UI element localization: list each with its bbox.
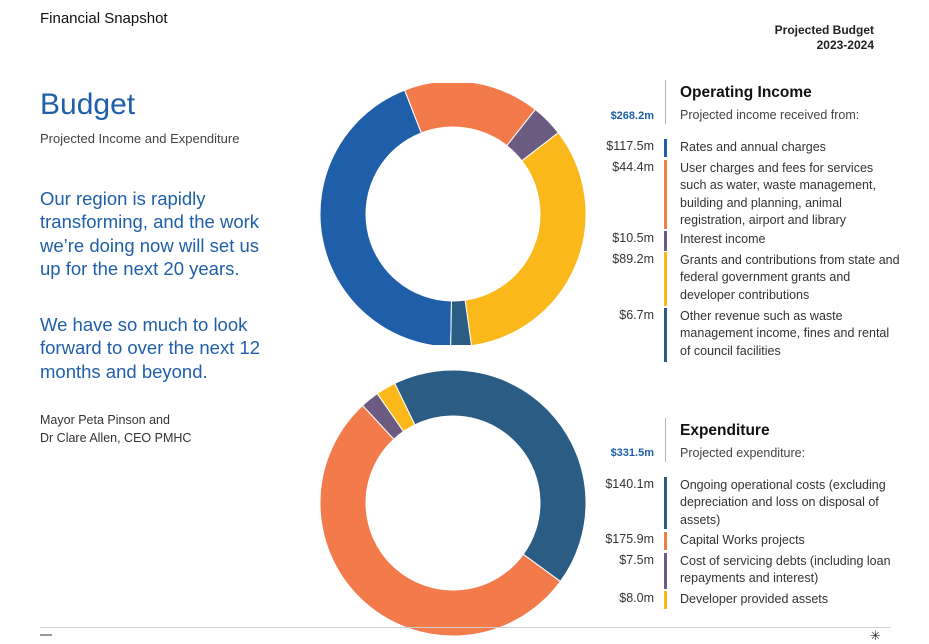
income-title: Operating Income xyxy=(680,84,812,101)
expenditure-divider xyxy=(665,418,666,462)
expenditure-amount: $8.0m xyxy=(619,591,654,605)
income-amount: $89.2m xyxy=(612,252,654,266)
expenditure-donut-slice-1 xyxy=(394,369,587,583)
expenditure-donut-chart xyxy=(319,369,587,637)
footer-mark xyxy=(40,634,52,636)
expenditure-subtitle: Projected expenditure: xyxy=(680,446,806,460)
footer-rule xyxy=(40,627,890,628)
income-color-bar xyxy=(664,139,667,157)
income-color-bar xyxy=(664,308,667,362)
expenditure-desc: Capital Works projects xyxy=(680,533,805,547)
income-desc: User charges and fees for services such … xyxy=(680,161,876,227)
expenditure-row: $175.9m Capital Works projects xyxy=(590,532,910,550)
header-title: Financial Snapshot xyxy=(40,10,168,27)
income-donut-slice-4 xyxy=(464,132,587,345)
expenditure-donut-slice-2 xyxy=(319,404,562,637)
expenditure-amount: $140.1m xyxy=(605,477,654,491)
income-donut-slice-1 xyxy=(319,89,452,345)
expenditure-title: Expenditure xyxy=(680,422,770,439)
expenditure-donut-slice-4 xyxy=(376,382,416,433)
income-desc: Other revenue such as waste management i… xyxy=(680,309,890,358)
income-desc: Interest income xyxy=(680,232,766,246)
expenditure-row: $8.0m Developer provided assets xyxy=(590,591,910,609)
expenditure-desc: Cost of servicing debts (including loan … xyxy=(680,554,891,586)
expenditure-row: $140.1m Ongoing operational costs (exclu… xyxy=(590,477,910,529)
income-color-bar xyxy=(664,252,667,306)
attribution-line2: Dr Clare Allen, CEO PMHC xyxy=(40,431,192,445)
income-amount: $6.7m xyxy=(619,308,654,322)
expenditure-color-bar xyxy=(664,532,667,550)
quote-1: Our region is rapidly transforming, and … xyxy=(40,188,260,279)
header-right-line1: Projected Budget xyxy=(774,23,874,37)
income-row: $44.4m User charges and fees for service… xyxy=(590,160,910,229)
budget-subtitle: Projected Income and Expenditure xyxy=(40,131,240,146)
income-total: $268.2m xyxy=(610,110,654,122)
budget-title: Budget xyxy=(40,88,136,121)
income-donut-chart xyxy=(319,83,587,345)
income-desc: Rates and annual charges xyxy=(680,140,826,154)
income-color-bar xyxy=(664,231,667,251)
income-donut-slice-5 xyxy=(450,299,472,345)
expenditure-desc: Ongoing operational costs (excluding dep… xyxy=(680,478,886,527)
asterisk-icon: ✳ xyxy=(870,628,881,643)
attribution: Mayor Peta Pinson and Dr Clare Allen, CE… xyxy=(40,411,191,447)
income-row: $89.2m Grants and contributions from sta… xyxy=(590,252,910,306)
expenditure-amount: $175.9m xyxy=(605,532,654,546)
expenditure-amount: $7.5m xyxy=(619,553,654,567)
income-desc: Grants and contributions from state and … xyxy=(680,253,900,302)
attribution-line1: Mayor Peta Pinson and xyxy=(40,413,170,427)
income-subtitle: Projected income received from: xyxy=(680,108,860,122)
income-amount: $44.4m xyxy=(612,160,654,174)
expenditure-total: $331.5m xyxy=(610,447,654,459)
header-right-line2: 2023-2024 xyxy=(816,38,874,52)
income-row: $10.5m Interest income xyxy=(590,231,910,251)
expenditure-color-bar xyxy=(664,553,667,589)
quote-2: We have so much to look forward to over … xyxy=(40,314,261,382)
expenditure-color-bar xyxy=(664,477,667,529)
income-row: $117.5m Rates and annual charges xyxy=(590,139,910,157)
expenditure-row: $7.5m Cost of servicing debts (including… xyxy=(590,553,910,589)
header-right: Projected Budget 2023-2024 xyxy=(775,23,874,53)
expenditure-desc: Developer provided assets xyxy=(680,592,828,606)
income-divider xyxy=(665,80,666,124)
income-amount: $10.5m xyxy=(612,231,654,245)
expenditure-color-bar xyxy=(664,591,667,609)
income-color-bar xyxy=(664,160,667,229)
income-row: $6.7m Other revenue such as waste manage… xyxy=(590,308,910,362)
income-amount: $117.5m xyxy=(606,139,654,153)
